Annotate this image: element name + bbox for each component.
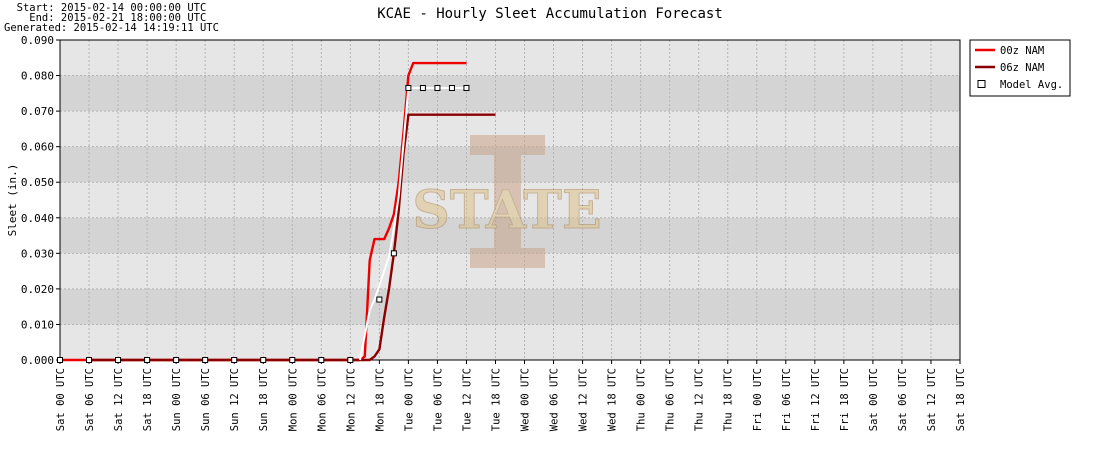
- x-tick-label: Sun 12 UTC: [229, 368, 241, 431]
- model-avg-marker: [347, 357, 354, 363]
- x-tick-label: Sun 06 UTC: [200, 368, 212, 431]
- y-tick-label: 0.000: [21, 354, 54, 367]
- y-tick-label: 0.010: [21, 318, 54, 331]
- series-line-06z-nam: [89, 113, 496, 362]
- plot-band: [60, 40, 960, 76]
- legend: 00z NAM 06z NAM Model Avg.: [969, 39, 1071, 97]
- x-tick-label: Thu 18 UTC: [723, 368, 735, 431]
- x-tick-label: Sat 06 UTC: [897, 368, 909, 431]
- model-avg-marker: [202, 357, 209, 363]
- end-time-label: End: 2015-02-21 18:00:00 UTC: [4, 12, 207, 24]
- y-tick-label: 0.080: [21, 70, 54, 83]
- model-avg-marker: [405, 85, 412, 91]
- watermark-stem: [494, 150, 521, 250]
- x-tick-label: Tue 06 UTC: [432, 368, 444, 431]
- generated-time-label: Generated: 2015-02-14 14:19:11 UTC: [4, 22, 219, 34]
- x-tick-label: Fri 06 UTC: [781, 368, 793, 431]
- x-tick-label: Thu 06 UTC: [665, 368, 677, 431]
- model-avg-marker: [434, 85, 441, 91]
- x-tick-label: Fri 18 UTC: [839, 368, 851, 431]
- model-avg-marker: [260, 357, 267, 363]
- x-tick-label: Sat 18 UTC: [955, 368, 967, 431]
- legend-label: 00z NAM: [1000, 45, 1044, 57]
- model-avg-marker: [376, 296, 383, 303]
- y-tick-label: 0.090: [21, 34, 54, 47]
- plot-frame: [59, 39, 961, 361]
- model-avg-marker: [419, 85, 426, 91]
- x-tick-label: Sat 18 UTC: [142, 368, 154, 431]
- x-tick-label: Mon 12 UTC: [345, 368, 357, 431]
- y-tick-label: 0.060: [21, 141, 54, 154]
- model-avg-marker: [390, 250, 397, 257]
- model-avg-line: [359, 87, 467, 361]
- watermark-state-word: STATE: [412, 180, 601, 241]
- legend-swatch-marker: [977, 80, 986, 88]
- isu-state-watermark: STATE: [412, 135, 602, 268]
- x-tick-label: Wed 00 UTC: [520, 368, 532, 431]
- series-line-00z-nam: [60, 61, 467, 362]
- model-avg-marker: [231, 357, 238, 363]
- x-tick-label: Thu 00 UTC: [636, 368, 648, 431]
- legend-label: 06z NAM: [1000, 62, 1044, 74]
- legend-label: Model Avg.: [1000, 79, 1063, 91]
- x-tick-label: Thu 12 UTC: [694, 368, 706, 431]
- x-tick-label: Sun 18 UTC: [258, 368, 270, 431]
- x-tick-label: Wed 18 UTC: [607, 368, 619, 431]
- y-tick-label: 0.050: [21, 176, 54, 189]
- x-tick-label: Sat 12 UTC: [926, 368, 938, 431]
- model-avg-marker: [57, 357, 63, 363]
- x-tick-label: Tue 18 UTC: [490, 368, 502, 431]
- model-avg-marker: [86, 357, 93, 363]
- x-tick-label: Wed 12 UTC: [578, 368, 590, 431]
- series-lines: [60, 61, 496, 362]
- y-tick-label: 0.040: [21, 212, 54, 225]
- x-axis-ticks: Sat 00 UTC Sat 06 UTC Sat 12 UTC Sat 18 UTC…: [55, 360, 967, 431]
- plot-band: [60, 288, 960, 325]
- x-tick-label: Wed 06 UTC: [549, 368, 561, 431]
- x-tick-label: Tue 12 UTC: [461, 368, 473, 431]
- x-tick-label: Fri 12 UTC: [810, 368, 822, 431]
- start-time-label: Start: 2015-02-14 00:00:00 UTC: [4, 2, 207, 14]
- x-tick-label: Sat 12 UTC: [113, 368, 125, 431]
- plot-band: [60, 324, 960, 360]
- x-tick-label: Sat 06 UTC: [84, 368, 96, 431]
- y-axis-ticks: 0.000 0.010 0.020 0.030 0.040 0.050 0.060 0.070…: [21, 34, 60, 367]
- watermark-top-bar: [470, 135, 545, 155]
- axes: [59, 39, 961, 361]
- x-tick-label: Sun 00 UTC: [171, 368, 183, 431]
- model-avg-marker: [463, 85, 470, 91]
- model-avg-marker: [289, 357, 296, 363]
- model-avg-marker: [318, 357, 325, 363]
- model-average: [57, 85, 470, 363]
- x-tick-label: Tue 00 UTC: [403, 368, 415, 431]
- y-tick-label: 0.070: [21, 105, 54, 118]
- y-axis-label: Sleet (in.): [6, 164, 19, 237]
- x-tick-label: Mon 18 UTC: [374, 368, 386, 431]
- model-avg-marker: [448, 85, 455, 91]
- y-tick-label: 0.020: [21, 283, 54, 296]
- plot-band: [60, 75, 960, 112]
- x-tick-label: Sat 00 UTC: [55, 368, 67, 431]
- x-tick-label: Sat 00 UTC: [868, 368, 880, 431]
- model-avg-marker: [173, 357, 180, 363]
- model-avg-marker: [115, 357, 122, 363]
- x-tick-label: Mon 00 UTC: [287, 368, 299, 431]
- chart-title: KCAE - Hourly Sleet Accumulation Forecas…: [377, 6, 723, 22]
- y-tick-label: 0.030: [21, 247, 54, 260]
- model-avg-marker: [144, 357, 151, 363]
- x-tick-label: Fri 00 UTC: [752, 368, 764, 431]
- watermark-bottom-bar: [470, 248, 545, 268]
- x-tick-label: Mon 06 UTC: [316, 368, 328, 431]
